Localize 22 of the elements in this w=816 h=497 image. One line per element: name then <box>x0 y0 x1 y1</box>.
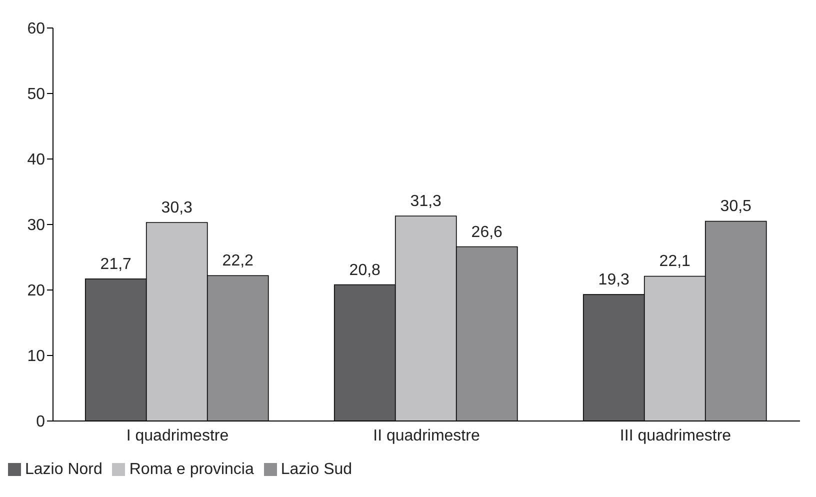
y-tick-label: 20 <box>27 282 46 300</box>
data-label: 19,3 <box>598 272 630 289</box>
y-tick-label: 50 <box>27 86 46 104</box>
data-label: 22,1 <box>659 253 691 270</box>
x-tick-label: I quadrimestre <box>126 427 229 444</box>
legend-label: Lazio Nord <box>25 461 102 478</box>
y-tick-label: 30 <box>27 217 46 234</box>
x-tick-label: III quadrimestre <box>620 427 732 444</box>
legend-label: Lazio Sud <box>280 461 352 478</box>
y-tick-label: 40 <box>27 152 46 169</box>
y-tick-label: 10 <box>27 348 46 366</box>
legend-label: Roma e provincia <box>129 461 254 478</box>
data-label: 30,3 <box>161 200 193 217</box>
x-tick-label: II quadrimestre <box>373 427 480 444</box>
data-label: 22,2 <box>222 252 254 270</box>
data-label: 30,5 <box>720 198 752 216</box>
data-label: 26,6 <box>471 224 503 241</box>
data-label: 31,3 <box>410 192 442 210</box>
y-tick-label: 60 <box>27 20 46 38</box>
data-label: 21,7 <box>100 256 132 273</box>
y-tick-label: 0 <box>36 414 46 431</box>
data-label: 20,8 <box>349 262 381 279</box>
